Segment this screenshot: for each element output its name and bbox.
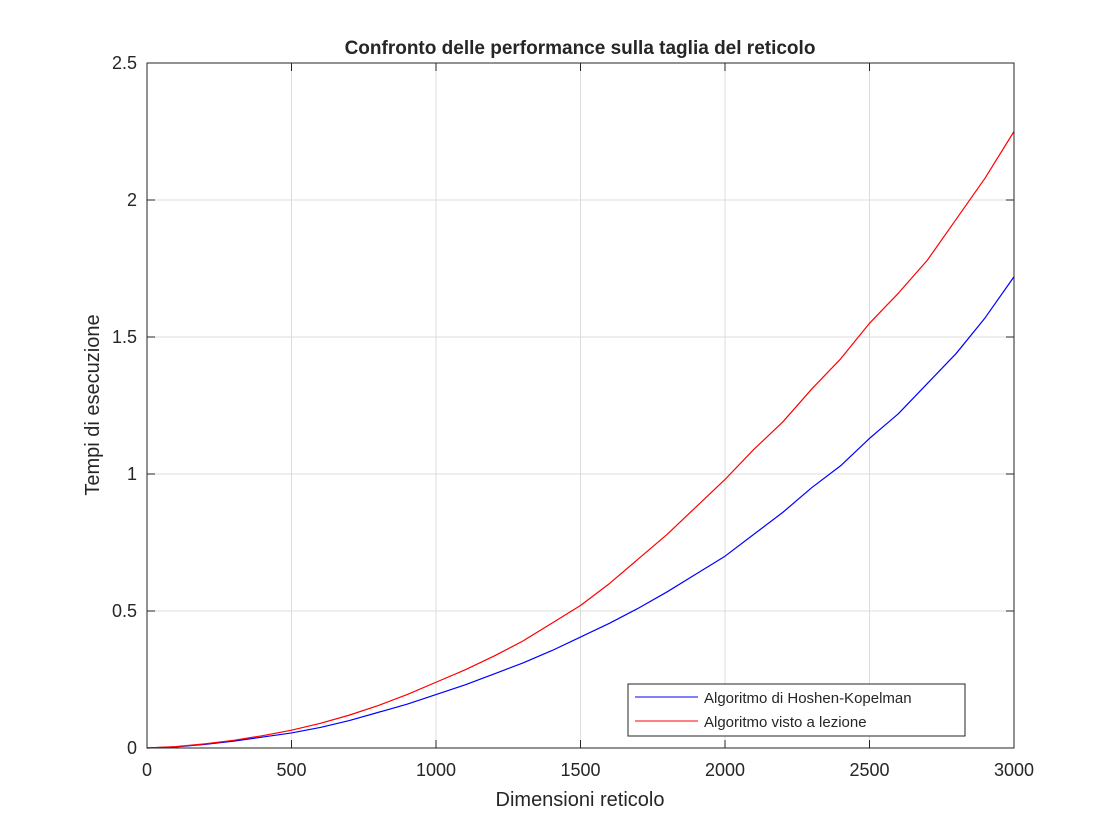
x-tick-label: 2500 (849, 760, 889, 780)
chart-title: Confronto delle performance sulla taglia… (345, 38, 816, 59)
axis-ticks: 0 500 1000 1500 2000 2500 3000 0 0.5 1 1.5 2 2.5 (112, 53, 1034, 780)
y-tick-label: 2 (127, 190, 137, 210)
series-line-0 (146, 276, 1015, 749)
x-tick-label: 2000 (705, 760, 745, 780)
y-axis-label: Tempi di esecuzione (82, 314, 104, 495)
y-tick-label: 0.5 (112, 601, 137, 621)
y-tick-label: 2.5 (112, 53, 137, 73)
x-axis-label: Dimensioni reticolo (496, 789, 665, 811)
legend-label-lezione: Algoritmo visto a lezione (704, 714, 867, 731)
series-layer (146, 131, 1015, 749)
x-tick-label: 3000 (994, 760, 1034, 780)
x-tick-label: 500 (276, 760, 306, 780)
y-tick-label: 1 (127, 464, 137, 484)
x-tick-label: 1000 (416, 760, 456, 780)
y-tick-label: 1.5 (112, 327, 137, 347)
legend-label-hoshen-kopelman: Algoritmo di Hoshen-Kopelman (704, 690, 912, 707)
x-tick-label: 1500 (560, 760, 600, 780)
x-tick-label: 0 (142, 760, 152, 780)
y-tick-label: 0 (127, 738, 137, 758)
legend-box (627, 683, 966, 737)
series-line-1 (146, 131, 1015, 749)
legend: Algoritmo di Hoshen-Kopelman Algoritmo v… (627, 683, 966, 737)
